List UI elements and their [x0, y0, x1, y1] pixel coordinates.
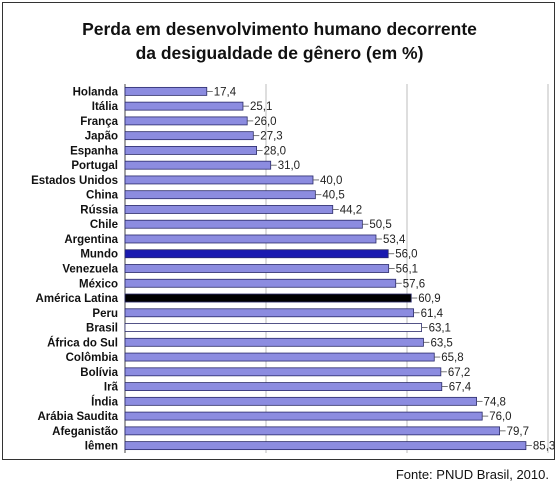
category-label: Espanha: [70, 145, 119, 157]
bar-chart: Holanda 17,4 Itália 25,1 França 26,0 Japão 27,3…: [31, 84, 555, 453]
category-label: Portugal: [71, 160, 118, 172]
bar: [124, 175, 314, 185]
bar: [124, 293, 412, 303]
value-label: 27,3: [260, 131, 282, 143]
category-label: Brasil: [86, 323, 118, 335]
bar: [124, 101, 244, 111]
bar: [124, 352, 435, 362]
category-label: Afeganistão: [52, 426, 118, 438]
value-label: 67,2: [448, 367, 470, 379]
category-label: Itália: [92, 101, 119, 113]
bar: [124, 160, 272, 170]
category-label: Argentina: [64, 234, 118, 246]
category-label: Arábia Saudita: [37, 411, 118, 423]
category-label: Estados Unidos: [31, 175, 118, 187]
value-label: 85,3: [533, 441, 555, 453]
value-label: 25,1: [250, 101, 272, 113]
category-label: Peru: [92, 308, 118, 320]
category-label: Bolívia: [80, 367, 118, 379]
category-label: Holanda: [73, 86, 119, 98]
category-label: México: [79, 278, 118, 290]
bar: [124, 264, 390, 273]
value-label: 28,0: [264, 145, 286, 157]
category-label: América Latina: [36, 293, 119, 305]
category-label: Japão: [85, 131, 118, 143]
value-label: 50,5: [369, 219, 391, 231]
value-label: 44,2: [340, 204, 362, 216]
value-label: 63,1: [429, 323, 451, 335]
value-label: 63,5: [430, 337, 452, 349]
bar: [124, 382, 443, 391]
value-label: 57,6: [403, 278, 425, 290]
bar: [124, 278, 397, 288]
category-label: Mundo: [80, 249, 118, 261]
source-note: Fonte: PNUD Brasil, 2010.: [395, 467, 549, 482]
value-label: 40,5: [322, 190, 344, 202]
value-label: 61,4: [421, 308, 444, 320]
category-label: Índia: [91, 395, 118, 408]
category-label: China: [86, 190, 119, 202]
bar: [124, 337, 424, 347]
chart-title-line-2: da desigualdade de gênero (em %): [135, 43, 424, 63]
category-label: Iêmen: [85, 441, 118, 453]
bar: [124, 146, 258, 155]
bar: [124, 219, 363, 229]
value-label: 56,1: [396, 264, 418, 276]
bar: [124, 396, 477, 406]
bar: [124, 426, 500, 436]
value-label: 76,0: [489, 411, 511, 423]
chart-title: Perda em desenvolvimento humano decorren…: [3, 17, 556, 65]
value-label: 56,0: [395, 249, 417, 261]
bar: [124, 86, 208, 96]
bar: [124, 308, 414, 318]
bar: [124, 411, 483, 421]
value-label: 26,0: [254, 116, 276, 128]
bar: [124, 205, 334, 214]
value-label: 65,8: [441, 352, 463, 364]
category-label: Rússia: [80, 204, 118, 216]
bar: [124, 116, 248, 126]
value-label: 17,4: [214, 86, 237, 98]
category-label: África do Sul: [47, 336, 118, 349]
category-label: Venezuela: [62, 264, 118, 276]
category-label: França: [80, 116, 118, 128]
value-label: 40,0: [320, 175, 342, 187]
bar: [124, 249, 389, 259]
category-label: Colômbia: [66, 352, 119, 364]
bar: [124, 131, 254, 141]
category-label: Irã: [104, 382, 119, 394]
category-label: Chile: [90, 219, 118, 231]
bar: [124, 190, 316, 200]
value-label: 67,4: [449, 382, 472, 394]
bar: [124, 367, 442, 377]
bar: [124, 323, 422, 332]
chart-title-line-1: Perda em desenvolvimento humano decorren…: [82, 19, 477, 39]
value-label: 79,7: [507, 426, 529, 438]
value-label: 60,9: [418, 293, 440, 305]
value-label: 31,0: [278, 160, 300, 172]
value-label: 74,8: [484, 396, 506, 408]
bar: [124, 441, 527, 451]
bar: [124, 234, 377, 244]
value-label: 53,4: [383, 234, 406, 246]
